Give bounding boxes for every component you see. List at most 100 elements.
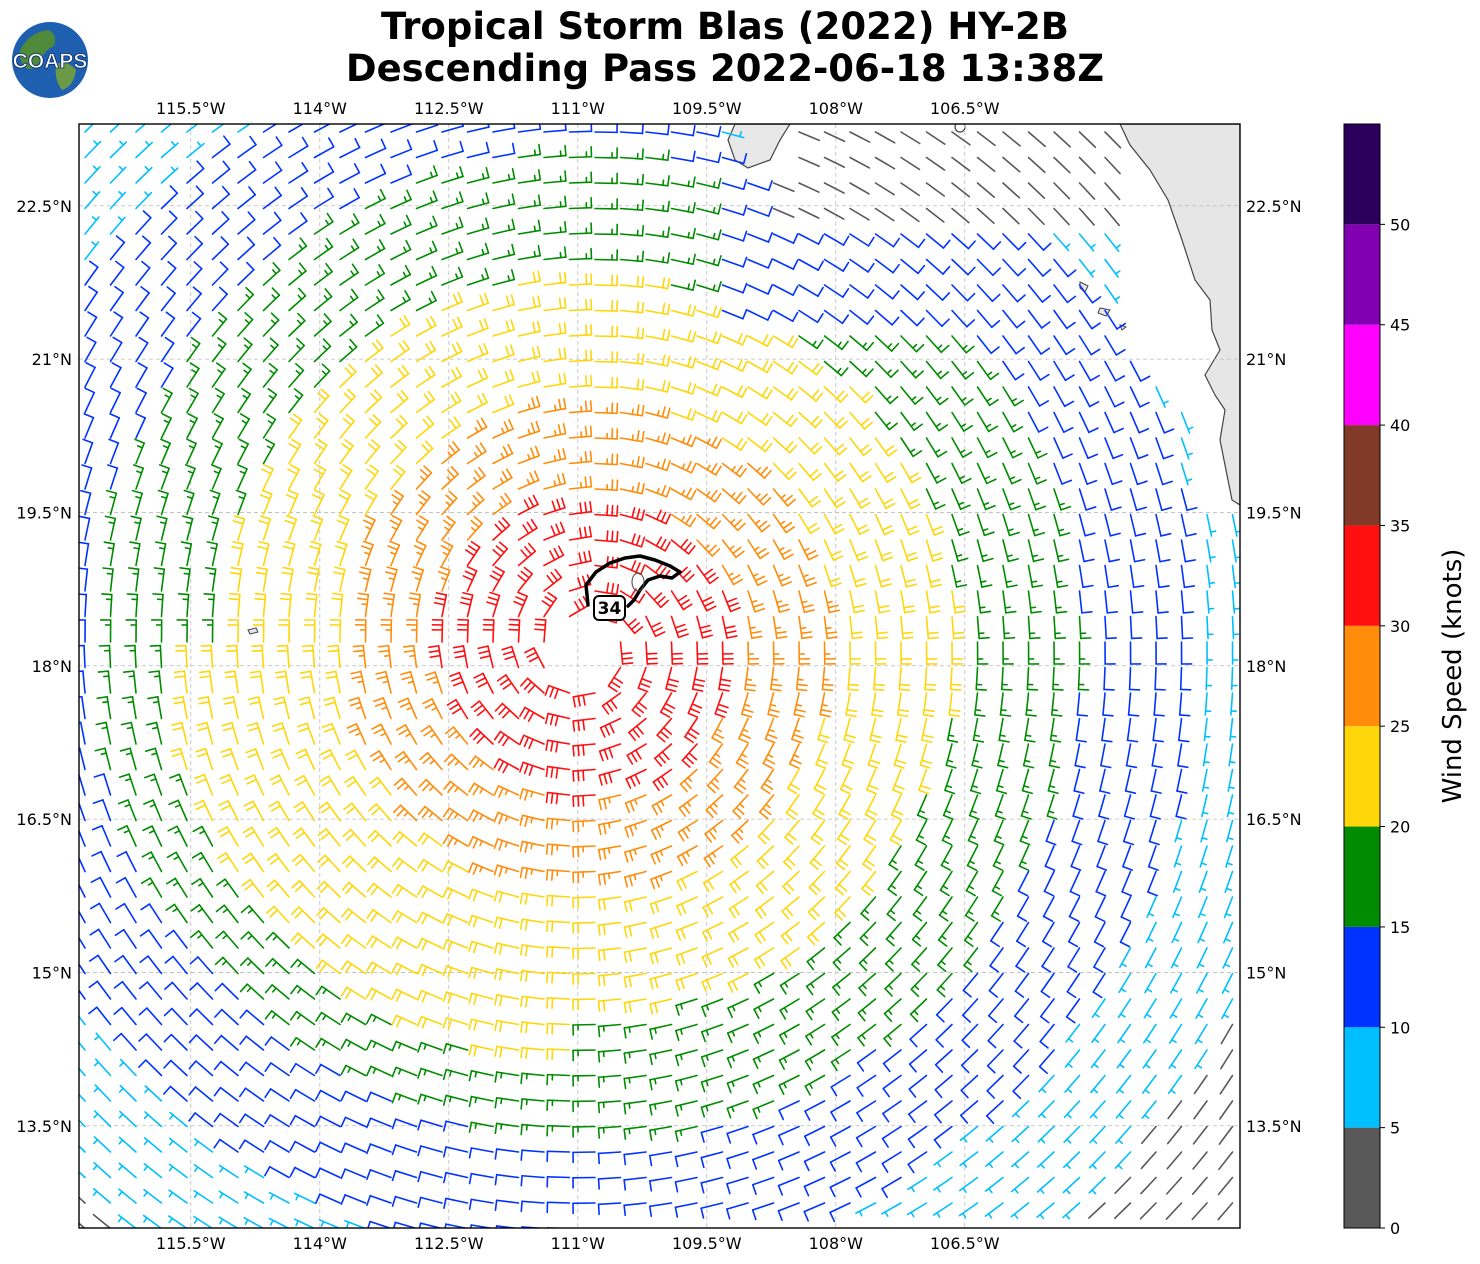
- barb-staff: [84, 593, 88, 618]
- barb-staff: [735, 743, 749, 764]
- barb-staff: [466, 352, 489, 363]
- barb-half-feather: [144, 166, 150, 172]
- wind-barb: [186, 124, 199, 133]
- barb-feather: [545, 791, 549, 804]
- wind-barb: [823, 284, 850, 298]
- barb-staff: [522, 788, 545, 796]
- barb-feather: [810, 415, 820, 425]
- wind-barb: [874, 590, 891, 614]
- barb-staff: [1027, 258, 1044, 277]
- wind-barb: [594, 172, 618, 185]
- wind-barb: [200, 644, 214, 669]
- barb-feather: [708, 830, 717, 840]
- barb-feather: [785, 441, 794, 451]
- barb-half-feather: [1227, 811, 1235, 815]
- barb-staff: [313, 593, 318, 618]
- barb-feather: [537, 219, 542, 232]
- barb-feather: [493, 838, 499, 850]
- barb-staff: [900, 156, 921, 171]
- barb-feather: [401, 364, 410, 375]
- barb-feather: [339, 468, 350, 476]
- barb-feather: [857, 555, 869, 562]
- barb-feather: [1065, 348, 1076, 356]
- barb-feather: [154, 541, 167, 545]
- wind-barb: [441, 316, 463, 337]
- barb-half-feather: [1235, 530, 1240, 533]
- barb-staff: [941, 819, 953, 842]
- barb-staff: [619, 207, 644, 212]
- barb-staff: [696, 156, 720, 164]
- wind-barb: [849, 258, 875, 273]
- barb-feather: [662, 726, 673, 735]
- barb-staff: [313, 444, 328, 465]
- wind-barb: [1103, 666, 1115, 691]
- barb-staff: [1053, 488, 1062, 511]
- wind-barb: [645, 536, 671, 552]
- barb-half-feather: [1228, 786, 1235, 789]
- barb-staff: [696, 590, 708, 612]
- barb-half-feather: [796, 678, 804, 681]
- wind-barb: [211, 211, 230, 235]
- barb-staff: [288, 518, 298, 541]
- barb-feather: [582, 769, 585, 782]
- barb-staff: [288, 493, 299, 516]
- barb-feather: [661, 302, 666, 315]
- wind-barb: [466, 367, 489, 388]
- barb-feather: [686, 382, 692, 394]
- barb-half-feather: [779, 520, 786, 526]
- wind-barb: [339, 213, 360, 235]
- barb-feather: [701, 596, 713, 603]
- barb-staff: [900, 488, 912, 510]
- barb-feather: [1088, 401, 1100, 408]
- barb-feather: [842, 287, 850, 298]
- barb-staff: [186, 342, 201, 363]
- barb-staff: [925, 258, 944, 275]
- wind-barb: [281, 566, 294, 592]
- barb-feather: [734, 491, 743, 501]
- barb-staff: [517, 355, 541, 363]
- barb-staff: [738, 717, 749, 740]
- wind-barb: [1180, 641, 1193, 665]
- barb-staff: [976, 335, 992, 355]
- wind-barb: [508, 618, 521, 643]
- wind-barb: [772, 590, 791, 613]
- barb-feather: [287, 468, 298, 475]
- barb-staff: [998, 717, 1004, 741]
- barb-staff: [466, 126, 490, 133]
- barb-feather: [494, 566, 505, 573]
- barb-staff: [135, 292, 150, 312]
- barb-staff: [598, 845, 622, 851]
- wind-barb: [237, 135, 257, 159]
- wind-barb: [415, 265, 438, 286]
- barb-feather: [711, 383, 718, 395]
- wind-barb: [237, 124, 252, 133]
- barb-staff: [945, 743, 953, 767]
- barb-feather: [684, 736, 695, 744]
- barb-staff: [526, 677, 545, 694]
- barb-staff: [313, 171, 335, 184]
- barb-feather: [1122, 840, 1135, 846]
- barb-feather: [511, 193, 516, 205]
- barb-feather: [455, 366, 463, 378]
- barb-feather: [808, 495, 818, 504]
- barb-feather: [693, 678, 706, 683]
- wind-barb: [919, 743, 933, 769]
- barb-staff: [975, 666, 979, 691]
- wind-barb: [1020, 794, 1032, 820]
- barb-feather: [563, 297, 567, 309]
- barb-feather: [462, 591, 474, 596]
- barb-staff: [447, 833, 469, 847]
- wind-barb: [1125, 743, 1138, 769]
- barb-staff: [572, 768, 596, 772]
- barb-half-feather: [126, 726, 134, 730]
- barb-staff: [313, 568, 320, 592]
- barb-staff: [890, 794, 902, 816]
- wind-barb: [1102, 692, 1114, 717]
- barb-staff: [925, 615, 930, 640]
- barb-staff: [645, 513, 667, 525]
- wind-barb: [184, 464, 196, 490]
- barb-half-feather: [767, 753, 774, 758]
- barb-staff: [1104, 615, 1108, 640]
- barb-half-feather: [297, 294, 303, 301]
- barb-feather: [424, 440, 434, 450]
